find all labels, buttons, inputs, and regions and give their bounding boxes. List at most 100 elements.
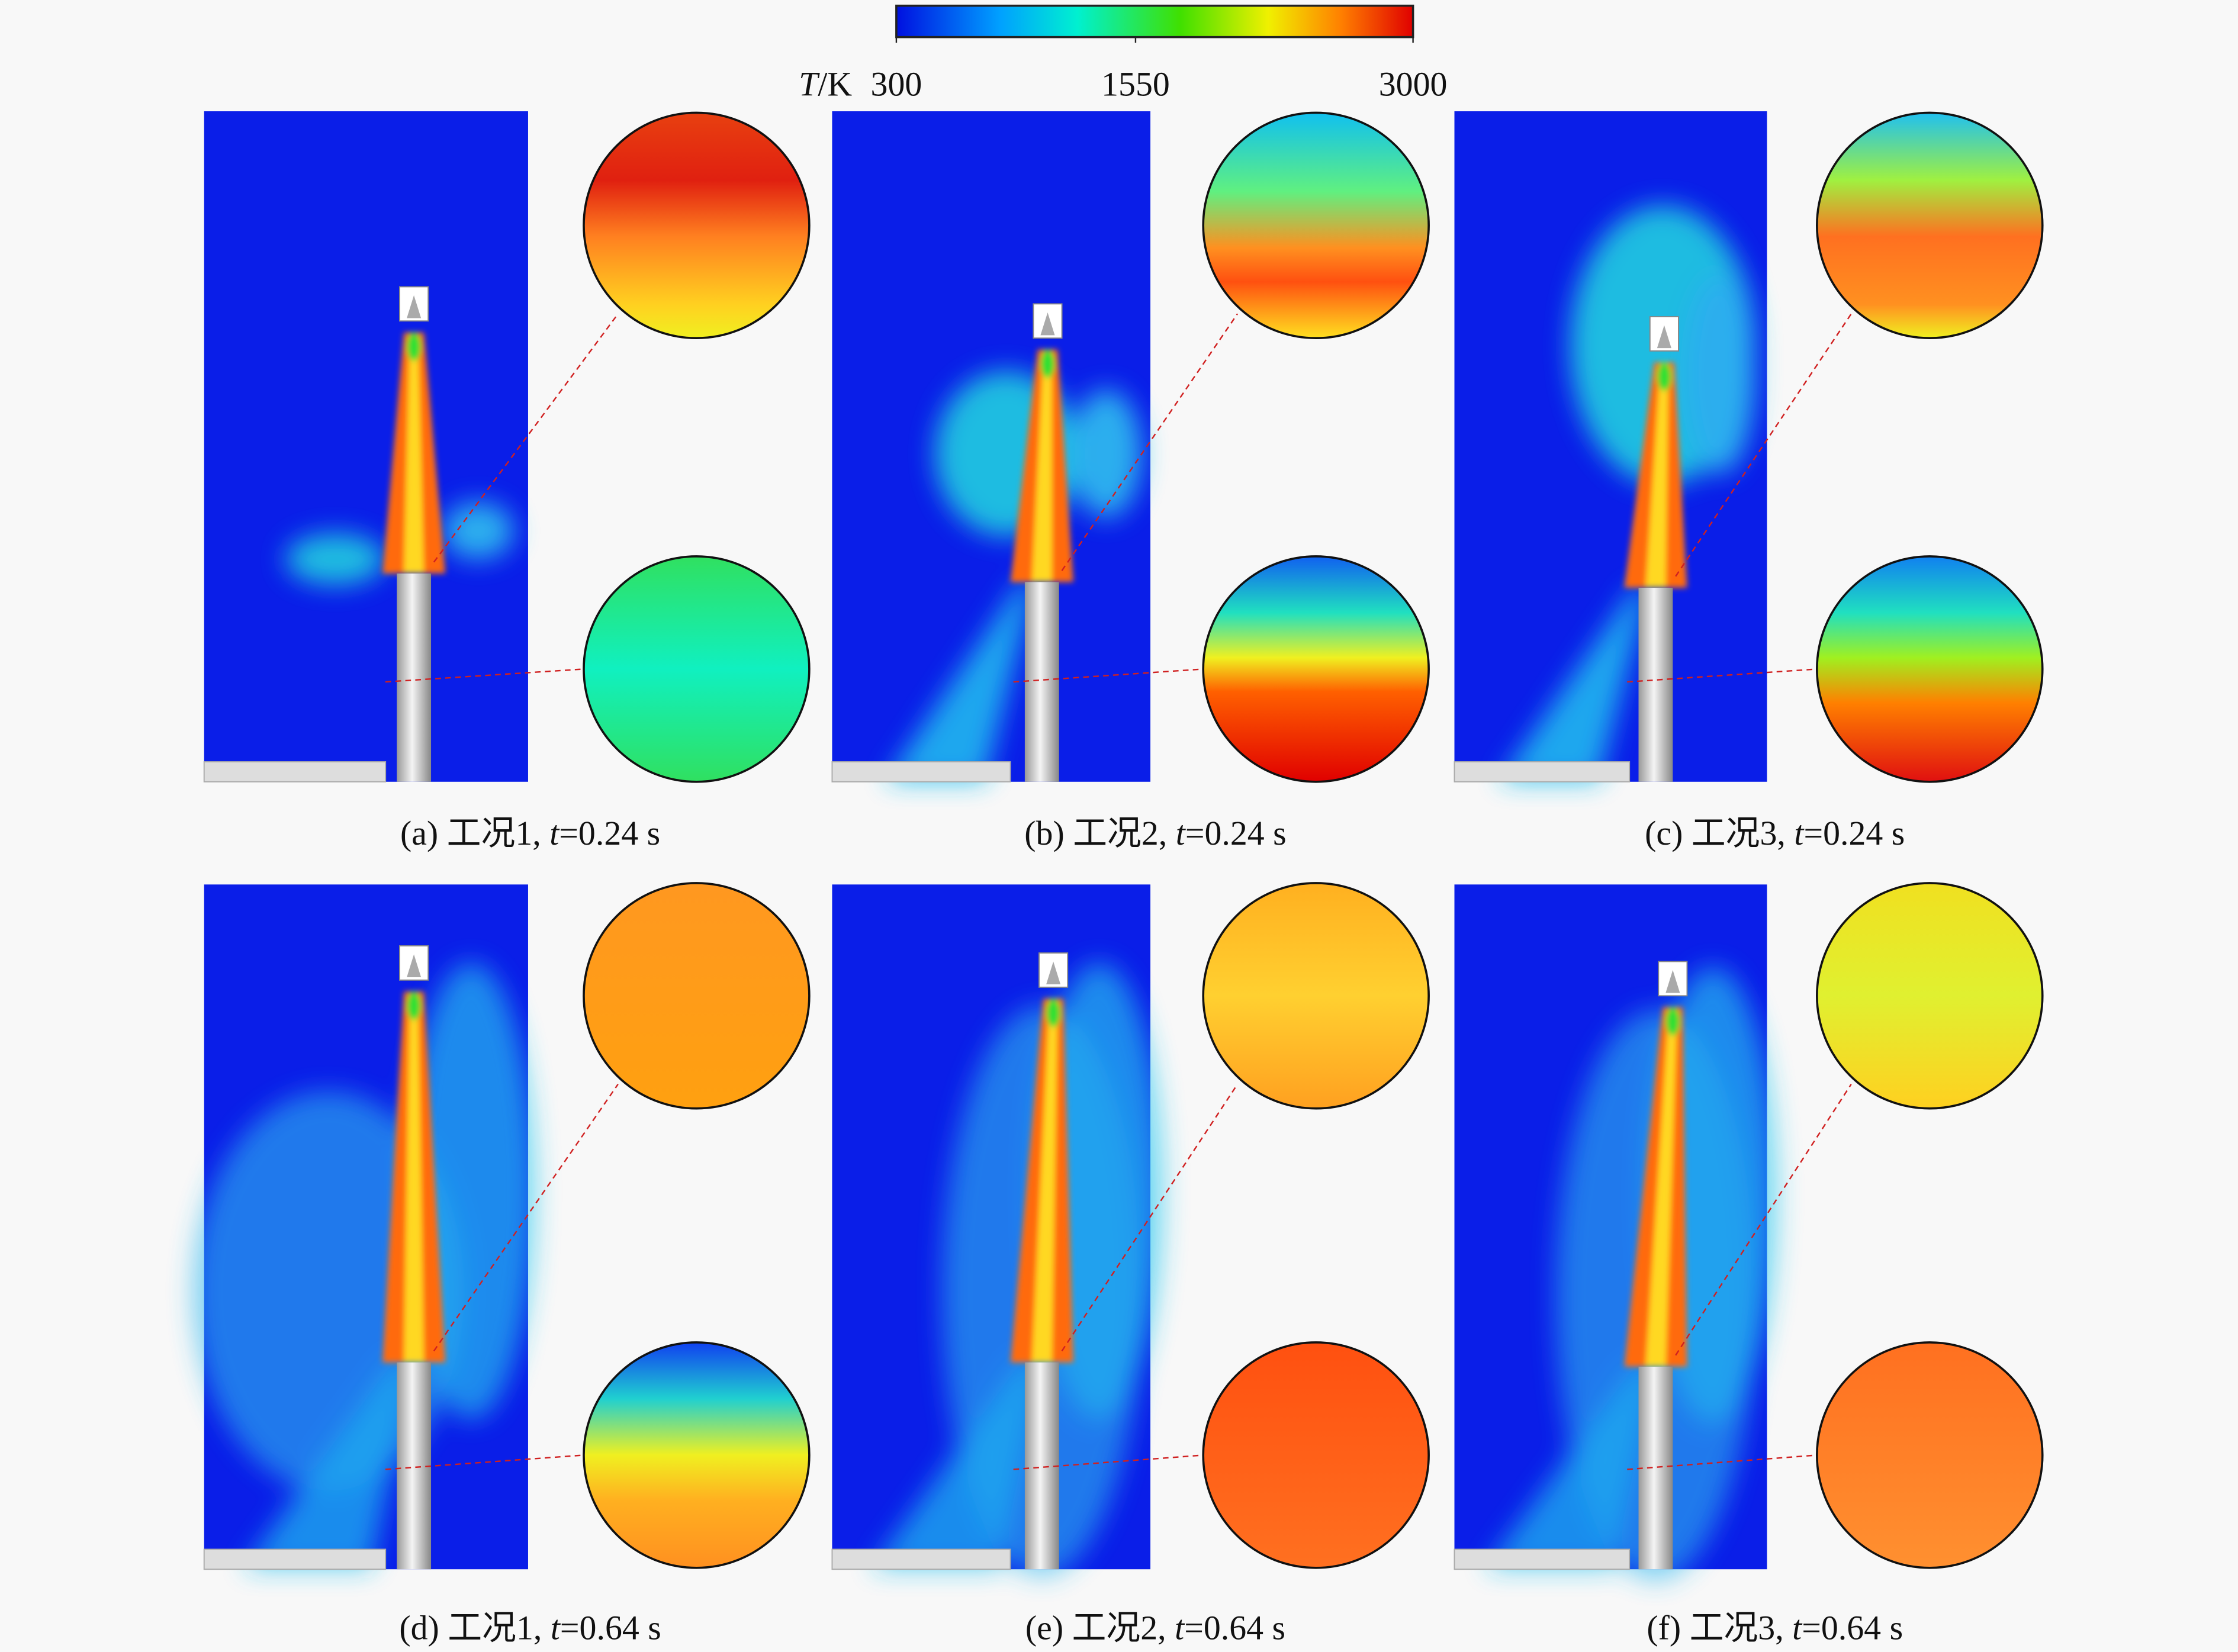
panel-caption: (f) 工况3, t=0.64 s — [1647, 1608, 1903, 1647]
colorbar-tick-label: 1550 — [1101, 65, 1170, 103]
section-line — [1061, 1084, 1239, 1352]
caption-variable: t — [551, 1608, 561, 1647]
plume-tip — [407, 991, 422, 1020]
section-view — [583, 1341, 811, 1569]
caption-time: =0.64 s — [1802, 1608, 1903, 1647]
colorbar-tick-label: 300 — [871, 65, 922, 103]
nozzle-tip — [407, 954, 422, 977]
panel: (a) 工况1, t=0.24 s — [203, 111, 811, 852]
panel-caption: (a) 工况1, t=0.24 s — [400, 814, 660, 852]
caption-label: (b) 工况2, — [1024, 814, 1175, 852]
caption-label: (d) 工况1, — [399, 1608, 550, 1647]
panel: (c) 工况3, t=0.24 s — [1454, 111, 2044, 852]
colorbar-symbol: T — [799, 65, 820, 103]
wake — [1499, 587, 1649, 782]
section-line — [1627, 1454, 1817, 1470]
nozzle-tip — [1046, 961, 1061, 985]
plume-core — [1031, 356, 1052, 582]
section-view — [1816, 111, 2044, 340]
wake — [885, 582, 1035, 782]
wake — [870, 1362, 1042, 1570]
colorbar-unit: /K — [818, 65, 852, 103]
flow-cloud — [285, 502, 514, 585]
section-line — [1675, 1084, 1852, 1356]
cylinder — [1638, 587, 1673, 782]
section-line — [1013, 668, 1204, 683]
panel-caption: (e) 工况2, t=0.64 s — [1025, 1608, 1285, 1647]
colorbar-tick-label: 3000 — [1379, 65, 1448, 103]
floor — [203, 761, 387, 782]
floor — [1454, 1548, 1631, 1570]
section-line — [433, 1084, 619, 1352]
panel-caption: (b) 工况2, t=0.24 s — [1024, 814, 1286, 852]
caption-time: =0.64 s — [1184, 1608, 1285, 1647]
plume-core — [1645, 369, 1669, 588]
eddy — [1070, 389, 1142, 518]
colorbar-label: T/K — [799, 65, 852, 103]
caption-variable: t — [1176, 814, 1186, 852]
eddy — [442, 502, 514, 559]
floor — [831, 1548, 1011, 1570]
cylinder — [1638, 1366, 1673, 1570]
plume — [1624, 1007, 1687, 1367]
section-view — [1202, 882, 1430, 1110]
caption-time: =0.24 s — [559, 814, 660, 852]
section-view — [1202, 111, 1430, 340]
eddy — [285, 533, 385, 585]
section-line — [385, 668, 584, 683]
nozzle-tip — [407, 295, 422, 318]
plume-tip — [1657, 362, 1671, 391]
section-view — [1816, 882, 2044, 1110]
section-line — [433, 313, 619, 563]
plume-core — [404, 999, 424, 1363]
section-view — [1816, 555, 2044, 783]
plume-tip — [1046, 999, 1061, 1028]
caption-time: =0.24 s — [1185, 814, 1287, 852]
section-line — [385, 1454, 584, 1470]
section-view — [583, 111, 811, 340]
floor — [203, 1548, 387, 1570]
plume — [382, 332, 446, 574]
caption-variable: t — [549, 814, 560, 852]
plume-tip — [1040, 349, 1055, 378]
section-view — [1202, 1341, 1430, 1569]
section-view — [1816, 1341, 2044, 1569]
wake — [1484, 1366, 1656, 1570]
caption-label: (e) 工况2, — [1025, 1608, 1175, 1647]
section-line — [1061, 313, 1239, 571]
eddy — [1684, 273, 1756, 474]
plume — [1010, 999, 1073, 1363]
caption-variable: t — [1794, 814, 1805, 852]
plume — [382, 991, 446, 1363]
caption-label: (c) 工况3, — [1645, 814, 1794, 852]
cylinder — [1024, 582, 1059, 782]
panel-caption: (d) 工况1, t=0.64 s — [399, 1608, 661, 1647]
plume-tip — [407, 332, 422, 361]
caption-time: =0.24 s — [1803, 814, 1905, 852]
section-line — [1675, 313, 1852, 577]
nozzle-tip — [1665, 970, 1680, 993]
panel-caption: (c) 工况3, t=0.24 s — [1645, 814, 1905, 852]
plume — [1010, 349, 1073, 582]
nozzle-tip — [1040, 312, 1055, 336]
colorbar — [895, 4, 1414, 38]
wake — [242, 1362, 414, 1570]
plume-tip — [1665, 1007, 1680, 1036]
floor — [831, 761, 1011, 782]
plume-core — [404, 339, 424, 574]
panel: (b) 工况2, t=0.24 s — [831, 111, 1430, 852]
section-line — [1627, 668, 1817, 683]
caption-label: (f) 工况3, — [1647, 1608, 1792, 1647]
section-line — [1013, 1454, 1204, 1470]
cylinder — [397, 573, 432, 782]
floor — [1454, 761, 1631, 782]
plume — [1624, 362, 1687, 588]
caption-variable: t — [1175, 1608, 1185, 1647]
plume-core — [1645, 1014, 1677, 1367]
section-view — [583, 882, 811, 1110]
section-view — [1202, 555, 1430, 783]
caption-time: =0.64 s — [560, 1608, 661, 1647]
caption-variable: t — [1792, 1608, 1803, 1647]
